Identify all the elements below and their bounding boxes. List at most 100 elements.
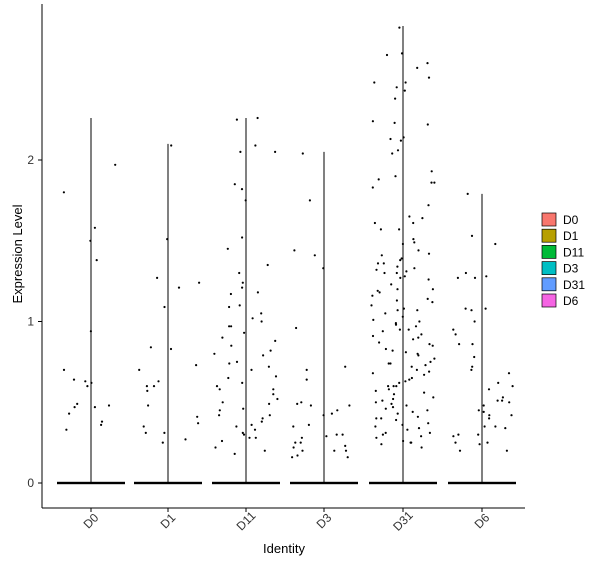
- point-D6-9: [484, 307, 487, 310]
- point-D31-99: [405, 270, 408, 273]
- x-tick-label-D0: D0: [81, 510, 102, 531]
- zero-points-D3: [290, 481, 358, 485]
- point-D11-9: [261, 417, 264, 420]
- point-D6-20: [458, 343, 461, 346]
- x-tick-label-D11: D11: [234, 508, 259, 533]
- point-D31-4: [370, 304, 373, 307]
- point-D0-10: [76, 402, 79, 405]
- point-D11-14: [218, 409, 221, 412]
- point-D31-32: [427, 252, 431, 255]
- point-D6-22: [507, 372, 511, 375]
- point-D6-35: [471, 365, 474, 368]
- point-D31-40: [420, 333, 423, 336]
- point-D1-18: [156, 276, 159, 279]
- point-D11-60: [263, 449, 266, 452]
- point-D31-54: [402, 439, 405, 443]
- point-D1-9: [161, 441, 164, 444]
- point-D1-8: [147, 404, 150, 407]
- point-D31-36: [426, 297, 429, 300]
- point-D0-16: [100, 420, 104, 423]
- point-D31-25: [427, 76, 431, 79]
- point-D31-50: [411, 410, 414, 413]
- point-D6-4: [494, 425, 497, 428]
- point-D31-59: [393, 121, 396, 124]
- point-D3-1: [307, 423, 310, 426]
- point-D31-90: [400, 52, 404, 55]
- zero-points-D1: [134, 481, 202, 485]
- point-D6-3: [457, 433, 460, 436]
- zero-points-D11: [212, 481, 280, 485]
- point-D31-94: [391, 152, 394, 155]
- point-D11-27: [229, 292, 232, 296]
- point-D0-14: [89, 330, 92, 333]
- point-D0-6: [62, 368, 66, 371]
- point-D11-12: [227, 376, 230, 380]
- point-D31-76: [384, 347, 387, 351]
- x-tick-label-D1: D1: [158, 510, 179, 531]
- point-D11-38: [253, 428, 257, 431]
- point-D3-8: [305, 378, 308, 381]
- plot-area: [58, 25, 515, 484]
- point-D6-19: [454, 333, 457, 336]
- point-D31-86: [427, 422, 430, 425]
- point-D31-18: [381, 433, 384, 436]
- point-D11-30: [221, 336, 224, 339]
- point-D31-65: [380, 254, 383, 257]
- point-D3-0: [348, 404, 351, 407]
- point-D6-41: [478, 443, 481, 446]
- point-D6-36: [511, 385, 514, 388]
- point-D31-14: [374, 401, 377, 404]
- point-D3-4: [336, 409, 339, 412]
- point-D31-42: [404, 351, 407, 354]
- point-D1-17: [169, 347, 173, 351]
- point-D31-16: [375, 417, 378, 420]
- point-D11-15: [215, 385, 219, 388]
- point-D31-114: [416, 415, 419, 418]
- point-D3-22: [295, 326, 298, 330]
- point-D31-87: [406, 428, 409, 431]
- legend-label-D1: D1: [563, 229, 579, 243]
- point-D31-112: [392, 397, 395, 401]
- point-D11-21: [240, 188, 244, 191]
- point-D31-69: [371, 294, 374, 297]
- point-D3-3: [300, 436, 303, 439]
- point-D31-53: [420, 435, 423, 438]
- point-D3-23: [313, 254, 316, 257]
- point-D6-15: [482, 404, 485, 407]
- point-D1-1: [146, 389, 149, 392]
- point-D31-88: [375, 436, 378, 439]
- point-D31-131: [392, 385, 395, 388]
- point-D31-57: [416, 66, 419, 69]
- legend-key-D3: [541, 261, 557, 275]
- point-D11-54: [276, 397, 279, 401]
- point-D31-27: [396, 149, 400, 152]
- point-D11-28: [228, 305, 231, 309]
- point-D3-2: [292, 446, 295, 449]
- x-tick-label-D3: D3: [314, 510, 335, 531]
- point-D6-37: [501, 399, 504, 402]
- point-D0-9: [84, 380, 87, 383]
- point-D31-71: [402, 307, 405, 310]
- point-D0-11: [107, 404, 111, 407]
- point-D6-11: [456, 276, 459, 279]
- legend-key-D0: [541, 212, 557, 227]
- point-D11-1: [218, 414, 221, 417]
- point-D1-14: [198, 281, 201, 284]
- point-D31-48: [432, 396, 435, 399]
- point-D31-81: [395, 385, 398, 388]
- point-D11-26: [241, 286, 244, 289]
- point-D0-12: [100, 423, 103, 426]
- point-D6-31: [464, 271, 467, 275]
- point-D31-13: [392, 393, 396, 396]
- point-D3-27: [299, 441, 302, 444]
- point-D3-5: [335, 433, 338, 436]
- legend-label-D6: D6: [563, 294, 579, 308]
- point-D31-115: [401, 423, 404, 426]
- y-axis-ticks: 0 1 2: [27, 153, 42, 490]
- point-D11-53: [218, 388, 221, 391]
- point-D6-30: [470, 234, 474, 237]
- point-D6-10: [485, 275, 488, 278]
- point-D6-2: [486, 441, 489, 444]
- point-D1-11: [177, 286, 181, 289]
- point-D31-19: [389, 137, 392, 141]
